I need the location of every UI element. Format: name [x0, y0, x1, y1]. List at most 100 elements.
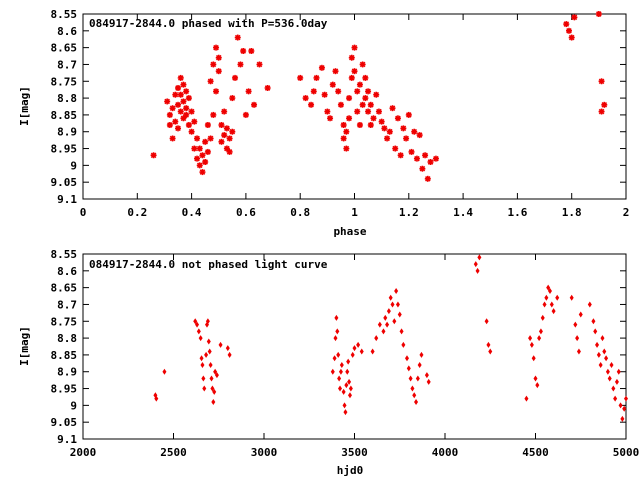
data-point	[240, 48, 247, 54]
data-point	[367, 101, 374, 108]
marker-stroke	[167, 112, 173, 118]
y-tick-label: 8.65	[51, 282, 78, 295]
data-point	[175, 125, 182, 132]
data-point	[202, 385, 207, 392]
y-tick-label: 8.9	[57, 366, 77, 379]
marker-stroke	[210, 112, 217, 118]
data-point	[196, 162, 203, 169]
marker-stroke	[348, 75, 355, 81]
marker-stroke	[566, 28, 572, 34]
marker-stroke	[172, 91, 179, 98]
x-axis-ticks: 2000 2500 3000 3500 4000 4500 5000	[70, 254, 639, 459]
data-point	[229, 128, 236, 135]
marker-stroke	[359, 102, 366, 108]
data-point	[332, 68, 339, 75]
data-point	[410, 385, 415, 392]
marker-stroke	[381, 125, 388, 132]
data-point	[237, 61, 244, 68]
data-point	[351, 44, 358, 51]
data-point	[377, 321, 382, 328]
data-point	[180, 81, 187, 88]
data-point	[359, 348, 364, 355]
y-tick-label: 9	[70, 159, 77, 172]
data-point	[351, 68, 358, 75]
data-point	[356, 81, 363, 88]
marker-stroke	[348, 54, 355, 61]
phased-light-curve-panel: 084917-2844.0 phased with P=536.0day 8.5…	[18, 8, 629, 238]
data-point	[183, 88, 190, 95]
x-tick-label: 0.8	[290, 206, 310, 219]
data-point	[356, 341, 361, 348]
marker-stroke	[329, 81, 336, 88]
data-point	[344, 382, 349, 389]
data-point	[172, 118, 179, 125]
marker-stroke	[215, 54, 222, 61]
marker-stroke	[248, 48, 255, 54]
data-point	[175, 85, 182, 91]
data-point	[598, 78, 605, 85]
y-tick-label: 8.8	[57, 332, 77, 345]
marker-stroke	[571, 14, 578, 21]
y-tick-label: 8.6	[57, 265, 77, 278]
data-point	[213, 368, 218, 375]
data-point	[193, 318, 198, 325]
marker-stroke	[422, 152, 428, 159]
data-point	[365, 108, 372, 115]
marker-stroke	[357, 122, 363, 128]
marker-stroke	[601, 102, 608, 108]
data-point	[229, 95, 236, 102]
data-point	[338, 368, 343, 375]
data-point	[339, 362, 344, 368]
data-point	[381, 328, 386, 335]
data-point	[191, 145, 198, 152]
data-point	[352, 345, 357, 352]
marker-stroke	[199, 169, 206, 175]
data-point	[528, 335, 533, 342]
data-point	[537, 335, 542, 342]
marker-stroke	[365, 108, 371, 115]
data-point	[546, 284, 551, 291]
data-point	[256, 61, 263, 68]
data-point	[214, 372, 219, 379]
data-point	[624, 395, 628, 402]
data-point	[381, 125, 388, 132]
x-tick-label: 0.4	[182, 206, 202, 219]
data-point	[218, 341, 223, 348]
marker-stroke	[210, 61, 217, 68]
data-point	[375, 108, 382, 115]
unphased-light-curve-panel: 084917-2844.0 not phased light curve 8.5…	[18, 248, 639, 477]
marker-stroke	[175, 102, 181, 108]
data-points	[150, 11, 608, 182]
data-point	[362, 74, 369, 81]
data-point	[204, 122, 211, 128]
data-point	[365, 88, 372, 95]
marker-stroke	[194, 155, 200, 162]
data-point	[234, 34, 241, 41]
data-point	[426, 378, 431, 385]
x-tick-label: 2500	[160, 446, 187, 459]
x-tick-label: 2	[623, 206, 630, 219]
marker-stroke	[327, 115, 333, 122]
marker-stroke	[351, 68, 358, 74]
marker-stroke	[218, 139, 225, 145]
marker-stroke	[205, 122, 211, 128]
y-tick-label: 9.05	[51, 416, 78, 429]
data-point	[378, 118, 385, 125]
data-point	[602, 348, 607, 355]
data-point	[335, 88, 342, 95]
data-point	[195, 321, 200, 328]
data-point	[318, 64, 325, 71]
marker-stroke	[433, 155, 439, 162]
data-point	[188, 108, 195, 115]
data-point	[413, 155, 420, 162]
data-point	[595, 11, 602, 17]
y-axis-ticks: 8.55 8.6 8.65 8.7 8.75 8.8 8.85 8.9 8.95 9 9.05 9.1	[51, 248, 626, 446]
marker-stroke	[416, 132, 423, 138]
data-point	[199, 169, 206, 176]
data-point	[346, 95, 353, 102]
data-point	[569, 294, 574, 301]
marker-stroke	[172, 118, 179, 125]
data-point	[598, 362, 603, 368]
data-point	[601, 101, 608, 108]
marker-stroke	[213, 88, 219, 95]
